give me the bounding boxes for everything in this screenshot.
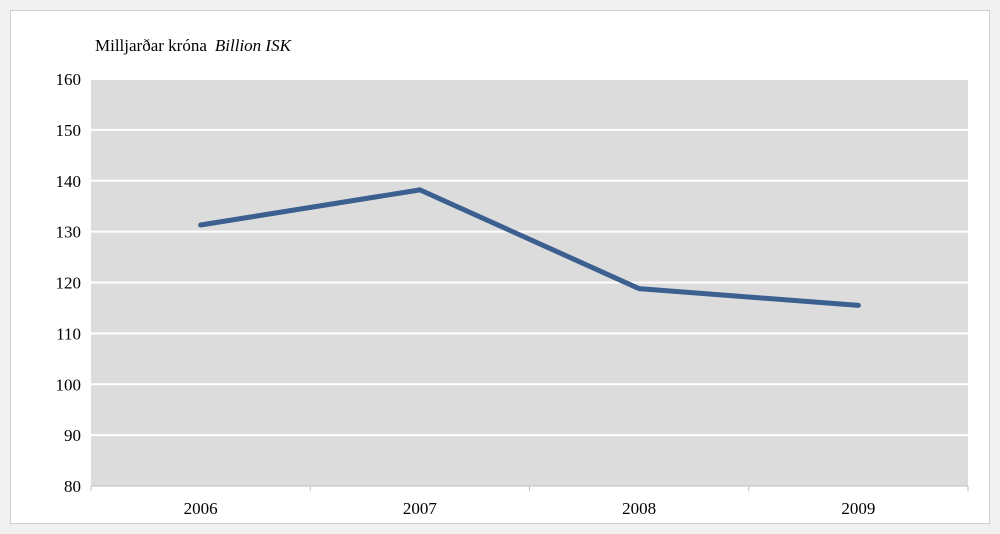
y-tick-label: 100 [56, 375, 82, 394]
series-line [200, 187, 859, 308]
y-tick-label: 120 [56, 274, 82, 293]
y-tick-label: 160 [56, 70, 82, 89]
data-point [855, 302, 861, 308]
x-tick-label: 2006 [184, 499, 218, 518]
y-tick-label: 80 [64, 477, 81, 496]
y-tick-label: 90 [64, 426, 81, 445]
chart-frame: Milljarðar króna Billion ISK 80 90 100 110 12… [10, 10, 990, 524]
y-tick-label: 150 [56, 121, 82, 140]
data-point [636, 286, 642, 292]
line-chart: Milljarðar króna Billion ISK 80 90 100 110 12… [56, 36, 969, 518]
y-axis-unit-label: Milljarðar króna Billion ISK [95, 36, 293, 55]
plot-area: 80 90 100 110 120 130 140 150 160 2006 2007 2008 200… [56, 70, 969, 518]
y-tick-label: 130 [56, 223, 82, 242]
y-tick-label: 110 [56, 324, 81, 343]
data-point [417, 187, 423, 193]
x-tick-label: 2009 [841, 499, 875, 518]
x-tick-label: 2008 [622, 499, 656, 518]
data-point [198, 222, 204, 228]
y-axis-unit-label-is: Milljarðar króna [95, 36, 207, 55]
y-axis-unit-label-en: Billion ISK [215, 36, 293, 55]
y-tick-label: 140 [56, 172, 82, 191]
x-tick-label: 2007 [403, 499, 438, 518]
